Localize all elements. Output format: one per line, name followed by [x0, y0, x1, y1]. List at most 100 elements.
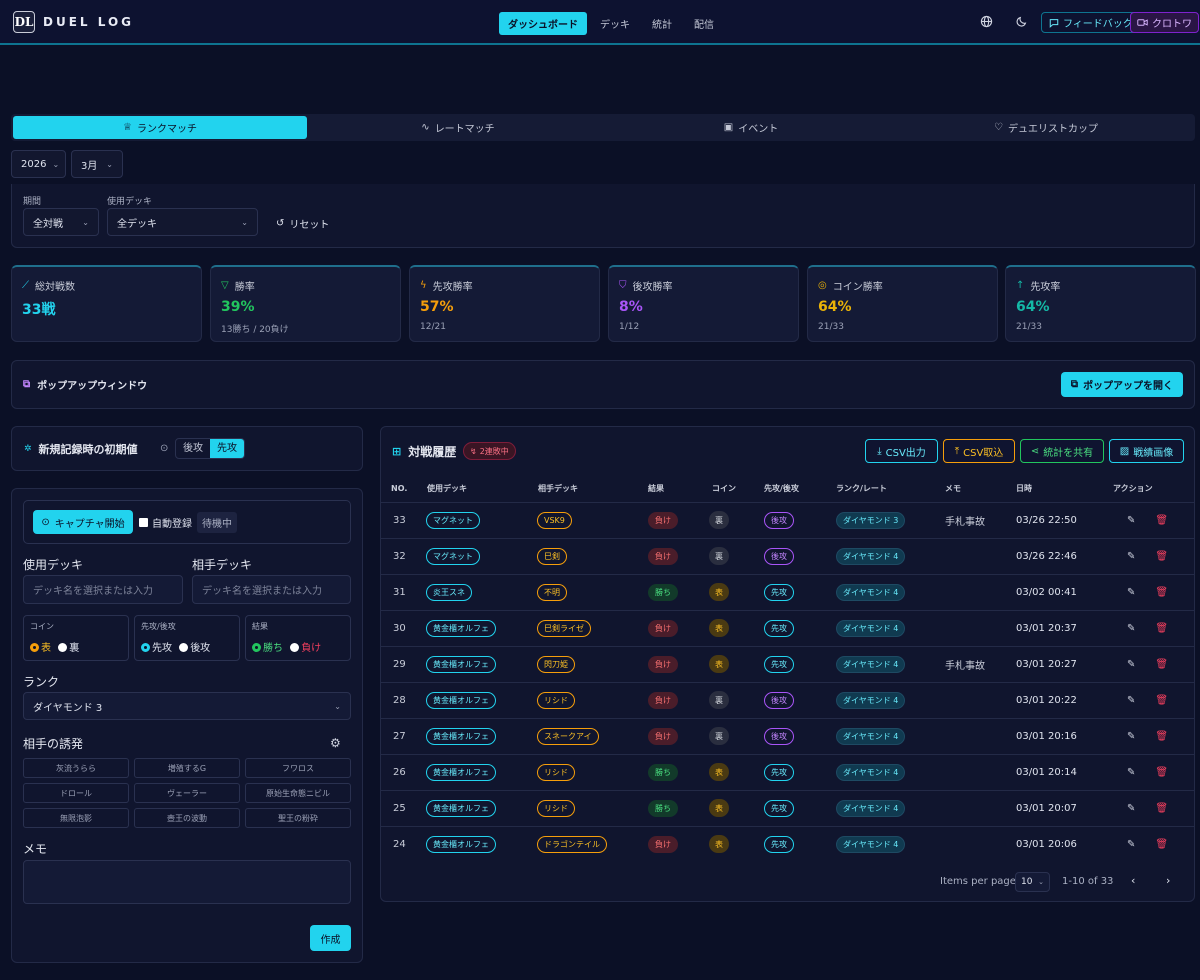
- hand-trap-chip[interactable]: 聖王の粉砕: [245, 808, 351, 828]
- turn-options: 先攻 後攻: [141, 639, 210, 654]
- memo-textarea[interactable]: [23, 860, 351, 904]
- globe-icon[interactable]: [979, 15, 993, 29]
- default-go-option[interactable]: 後攻: [183, 443, 203, 454]
- default-sen-option[interactable]: 先攻: [210, 439, 244, 458]
- row-no: 28: [381, 681, 426, 718]
- edit-icon[interactable]: ✎: [1127, 838, 1136, 850]
- reset-icon: ↺: [276, 218, 285, 229]
- trash-icon[interactable]: 🗑︎: [1155, 586, 1169, 598]
- hand-trap-chip[interactable]: 灰流うらら: [23, 758, 129, 778]
- result-win-radio[interactable]: [252, 643, 261, 652]
- record-image-button[interactable]: ▨ 戦績画像: [1109, 439, 1184, 463]
- next-page-icon[interactable]: ›: [1166, 874, 1171, 887]
- coin-badge: 表: [709, 763, 729, 781]
- turn-pill: 先攻: [764, 835, 794, 853]
- rank-select[interactable]: ダイヤモンド 3 ⌄: [23, 692, 351, 720]
- row-no: 24: [381, 825, 426, 862]
- hand-trap-chip[interactable]: フワロス: [245, 758, 351, 778]
- auto-register-checkbox[interactable]: 自動登録: [139, 515, 192, 530]
- moon-icon[interactable]: [1015, 15, 1029, 29]
- prev-page-icon[interactable]: ‹: [1131, 874, 1136, 887]
- trash-icon[interactable]: 🗑︎: [1155, 514, 1169, 526]
- tab-rank-match[interactable]: ♕ ランクマッチ: [13, 116, 307, 139]
- turn-sen-radio[interactable]: [141, 643, 150, 652]
- open-popup-button[interactable]: ⧉ ポップアップを開く: [1061, 372, 1183, 397]
- memo-cell: 手札事故: [945, 501, 1016, 538]
- edit-icon[interactable]: ✎: [1127, 658, 1136, 670]
- my-deck-input[interactable]: デッキ名を選択または入力: [23, 575, 183, 604]
- date-cell: 03/01 20:14: [1016, 753, 1107, 790]
- tab-event[interactable]: ▣ イベント: [603, 116, 899, 139]
- hand-trap-chip[interactable]: 増殖するG: [134, 758, 240, 778]
- year-select[interactable]: 2026 ⌄: [11, 150, 66, 178]
- deck-filter-label: 使用デッキ: [107, 197, 153, 207]
- trash-icon[interactable]: 🗑︎: [1155, 550, 1169, 562]
- deck-filter-select[interactable]: 全デッキ ⌄: [107, 208, 258, 236]
- stat-card-first-rate: ↑ 先攻率 64% 21/33: [1005, 265, 1196, 342]
- coin-icon: ◎: [818, 280, 827, 291]
- coin-omote-radio[interactable]: [30, 643, 39, 652]
- trash-icon[interactable]: 🗑︎: [1155, 802, 1169, 814]
- result-lose-radio[interactable]: [290, 643, 300, 652]
- col-actions: アクション: [1113, 484, 1153, 494]
- hand-trap-chip[interactable]: ドロール: [23, 783, 129, 803]
- edit-icon[interactable]: ✎: [1127, 730, 1136, 742]
- edit-icon[interactable]: ✎: [1127, 802, 1136, 814]
- edit-icon[interactable]: ✎: [1127, 622, 1136, 634]
- tab-duelist-cup[interactable]: ♡ デュエリストカップ: [899, 116, 1193, 139]
- tab-rate-match[interactable]: ∿ レートマッチ: [318, 116, 598, 139]
- result-pill: 負け: [648, 655, 678, 673]
- edit-icon[interactable]: ✎: [1127, 586, 1136, 598]
- trash-icon[interactable]: 🗑︎: [1155, 766, 1169, 778]
- nav-dashboard[interactable]: ダッシュボード: [499, 12, 587, 35]
- csv-import-button[interactable]: ⤒ CSV取込: [943, 439, 1015, 463]
- nav-decks[interactable]: デッキ: [600, 20, 630, 31]
- auto-register-label: 自動登録: [152, 519, 192, 530]
- capture-start-button[interactable]: ⊙ キャプチャ開始: [33, 510, 133, 534]
- edit-icon[interactable]: ✎: [1127, 694, 1136, 706]
- user-button[interactable]: クロトワ: [1130, 12, 1199, 33]
- date-cell: 03/01 20:22: [1016, 681, 1107, 718]
- edit-icon[interactable]: ✎: [1127, 514, 1136, 526]
- reset-button[interactable]: ↺ リセット: [276, 216, 329, 231]
- month-select[interactable]: 3月 ⌄: [71, 150, 123, 178]
- trash-icon[interactable]: 🗑︎: [1155, 730, 1169, 742]
- record-image-label: 戦績画像: [1133, 447, 1174, 459]
- my-deck-pill: 黄金櫃オルフェ: [426, 691, 496, 709]
- edit-icon[interactable]: ✎: [1127, 766, 1136, 778]
- edit-icon[interactable]: ✎: [1127, 550, 1136, 562]
- memo-cell: [945, 717, 1016, 754]
- hand-trap-chip[interactable]: 無限泡影: [23, 808, 129, 828]
- nav-stream[interactable]: 配信: [694, 20, 714, 31]
- history-table-body: 33 マグネット VSK9 負け裏後攻 ダイヤモンド 3 手札事故 03/26 22:50 ✎…: [381, 501, 1194, 862]
- period-select[interactable]: 全対戦 ⌄: [23, 208, 99, 236]
- trash-icon[interactable]: 🗑︎: [1155, 838, 1169, 850]
- streak-text: 2連敗中: [479, 446, 509, 456]
- hand-trap-chip[interactable]: 原始生命態ニビル: [245, 783, 351, 803]
- gear-icon[interactable]: ⚙: [330, 736, 341, 750]
- trash-icon[interactable]: 🗑︎: [1155, 694, 1169, 706]
- trash-icon[interactable]: 🗑︎: [1155, 622, 1169, 634]
- hand-trap-chip[interactable]: ヴェーラー: [134, 783, 240, 803]
- trash-icon[interactable]: 🗑︎: [1155, 658, 1169, 670]
- app-logo[interactable]: DL: [13, 11, 35, 33]
- hand-trap-chip[interactable]: 壺王の波動: [134, 808, 240, 828]
- stat-card-first-winrate: ϟ 先攻勝率 57% 12/21: [409, 265, 600, 342]
- stat-sub: 21/33: [1016, 322, 1042, 332]
- video-icon: [1137, 19, 1148, 26]
- date-cell: 03/01 20:27: [1016, 645, 1107, 682]
- turn-go-radio[interactable]: [179, 643, 189, 652]
- nav-stats[interactable]: 統計: [652, 20, 672, 31]
- coin-ura-radio[interactable]: [58, 643, 68, 652]
- csv-export-button[interactable]: ⤓ CSV出力: [865, 439, 938, 463]
- coin-badge: 表: [709, 799, 729, 817]
- create-button[interactable]: 作成: [310, 925, 351, 951]
- checkbox-box[interactable]: [139, 518, 148, 527]
- date-cell: 03/01 20:37: [1016, 609, 1107, 646]
- defaults-title: ✲ 新規記録時の初期値: [24, 441, 138, 457]
- items-per-page-select[interactable]: 10 ⌄: [1015, 872, 1050, 892]
- op-deck-input[interactable]: デッキ名を選択または入力: [192, 575, 351, 604]
- share-stats-button[interactable]: ⋖ 統計を共有: [1020, 439, 1104, 463]
- feedback-button[interactable]: フィードバック: [1041, 12, 1141, 33]
- my-deck-label: 使用デッキ: [23, 558, 84, 572]
